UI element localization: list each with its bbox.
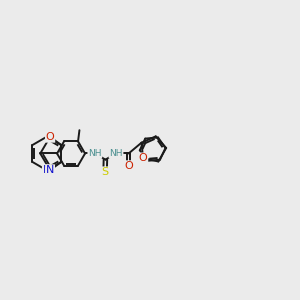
Text: O: O [124,161,133,171]
Text: O: O [46,132,54,142]
Text: O: O [139,153,148,163]
Text: NH: NH [109,149,123,158]
Text: N: N [46,165,54,175]
Text: S: S [101,167,109,177]
Text: NH: NH [88,149,102,158]
Text: N: N [43,165,51,175]
